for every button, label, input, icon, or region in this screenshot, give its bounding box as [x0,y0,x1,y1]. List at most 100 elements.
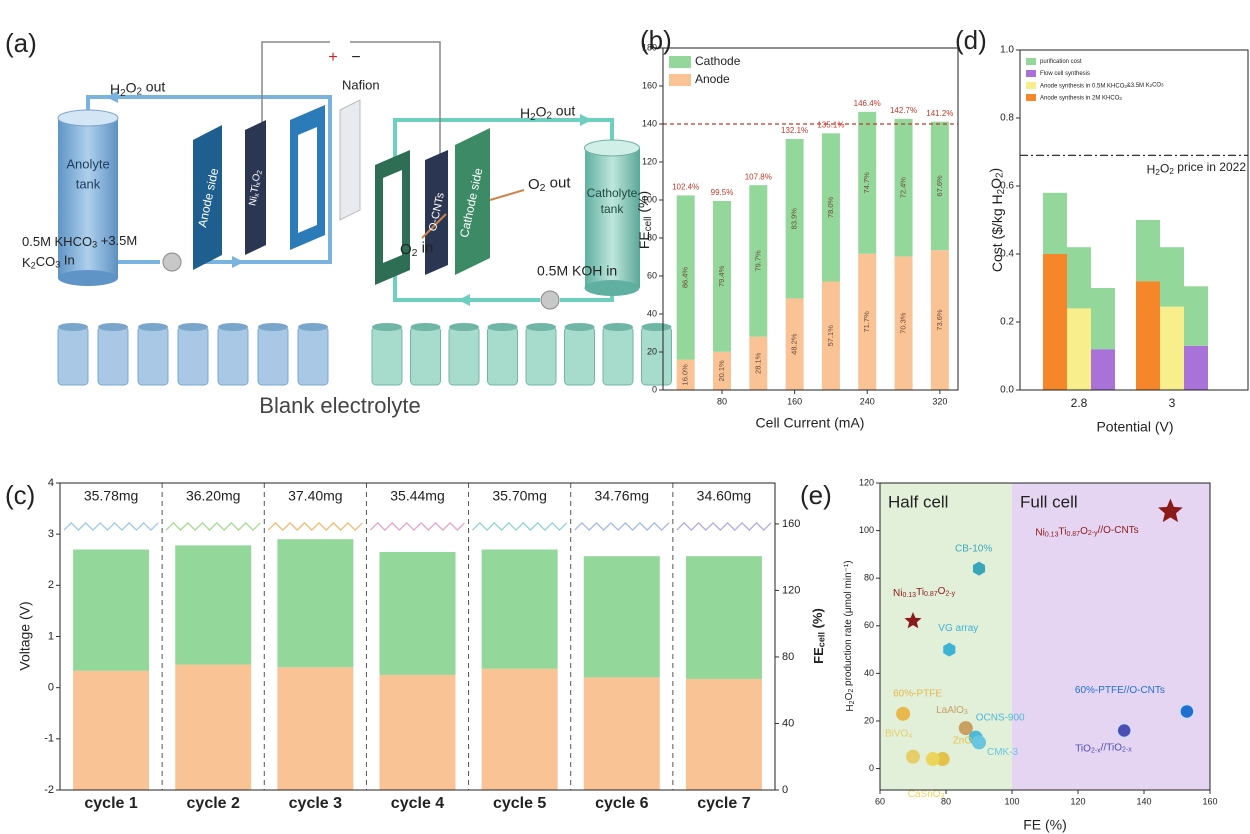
point-label: ZnO [953,736,973,747]
region [880,483,1012,790]
plus-sign: + [328,49,337,66]
tank-top [585,140,640,156]
bottle [372,327,402,385]
text-part: out [142,78,165,94]
bottle-top [526,323,556,331]
minus-sign: − [351,49,360,66]
bottle-top [218,323,248,331]
y-tick-label: 120 [642,156,657,166]
bottle [258,327,288,385]
legend-label: Flow cell synthesis [1040,71,1090,77]
y-tick-label: 180 [642,42,657,52]
bar-segment [380,552,456,675]
voltage-trace [677,523,771,530]
y2-tick-label: 0 [782,784,788,796]
total-label: 132.1% [781,126,808,135]
text-part: O [987,178,1003,189]
catholyte-feed: 0.5M KOH in [537,263,617,279]
text-part: H [520,105,530,121]
reference-label: H2O2 price in 2022 [1147,160,1247,177]
nafion-membrane [340,100,360,220]
bottle [603,327,633,385]
bar-segment [1160,247,1184,307]
tank-label: tank [76,176,101,191]
tank-bottom [585,280,640,296]
value-label: 67.6% [935,175,944,197]
y2-axis-title: FEcell (%) [810,608,827,664]
text-part: 2-x [1091,747,1101,754]
tank-label: tank [601,202,625,216]
region-label: Full cell [1020,492,1078,511]
bar-segment [175,665,251,790]
bar-segment [686,679,762,790]
y-tick-label: 1 [48,630,54,642]
mass-label: 35.78mg [84,488,138,504]
tank-bottom [58,270,118,286]
bar-segment [73,550,149,671]
y2-tick-label: 40 [782,717,794,729]
text-part: Cost ($/kg H [989,194,1005,272]
text-part: Anode synthesis in 0.5M KHCO [1040,83,1125,89]
bar-segment [380,675,456,790]
x-tick-label: 2.8 [1071,396,1088,410]
y-tick-label: 0 [652,384,657,394]
bottle [98,327,128,385]
y-tick-label: 1.0 [1000,45,1014,56]
bottle [58,327,88,385]
x-tick-label: 80 [941,796,951,806]
bar-segment [1067,308,1091,390]
bottle-top [642,323,672,331]
total-label: 135.1% [817,120,844,129]
total-label: 102.4% [672,183,699,192]
x-axis-title: FE (%) [1023,817,1067,833]
bottle-top [138,323,168,331]
bar-segment [1184,346,1208,390]
point [972,735,986,749]
text-part: cell [643,217,654,232]
text-part: (%) [810,608,825,632]
text-part: out [546,175,572,192]
mass-label: 37.40mg [288,488,342,504]
bottle-top [603,323,633,331]
text-part: 2-y [1088,530,1098,537]
blank-electrolyte: Blank electrolyte [259,393,420,418]
text-part: H [110,81,120,97]
legend-label: Anode synthesis in 0.5M KHCO3&3.5M K2CO3 [1040,82,1164,89]
y-tick-label: 0.0 [1000,385,1014,396]
x-tick-label: 80 [717,396,727,406]
y-tick-label: 60 [647,270,657,280]
x-tick-label: 140 [1136,796,1151,806]
bottle [138,327,168,385]
value-label: 86.4% [681,267,690,289]
bottle [218,327,248,385]
value-label: 73.6% [935,309,944,331]
text-part: Ti [916,587,924,598]
total-label: 107.8% [745,172,772,181]
bar-segment [1043,254,1067,390]
pump [163,253,181,271]
flow-arrow [458,294,470,306]
bottle [449,327,479,385]
y-tick-label: -1 [44,733,54,745]
x-tick-label: cycle 7 [697,795,750,812]
point-label: OCNS-900 [976,712,1025,723]
legend-swatch [1026,94,1036,101]
y-tick-label: 3 [48,528,54,540]
text-part: price in 2022 [1174,160,1246,174]
frame-window [298,127,317,233]
point [926,752,940,766]
total-label: 142.7% [890,106,917,115]
bar-segment [1043,193,1067,254]
y-tick-label: 100 [859,525,874,535]
bar-segment [1184,286,1208,346]
point-label: LaAlO3 [936,705,968,716]
legend-swatch [1026,70,1036,77]
text-part: CO [1152,82,1161,88]
bottle-top [372,323,402,331]
y-tick-label: 4 [48,477,54,489]
value-label: 83.9% [790,208,799,230]
bar-segment [584,556,660,677]
value-label: 16.0% [681,364,690,386]
voltage-trace [268,523,362,530]
text-part: production rate (μmol min⁻¹) [843,560,854,688]
